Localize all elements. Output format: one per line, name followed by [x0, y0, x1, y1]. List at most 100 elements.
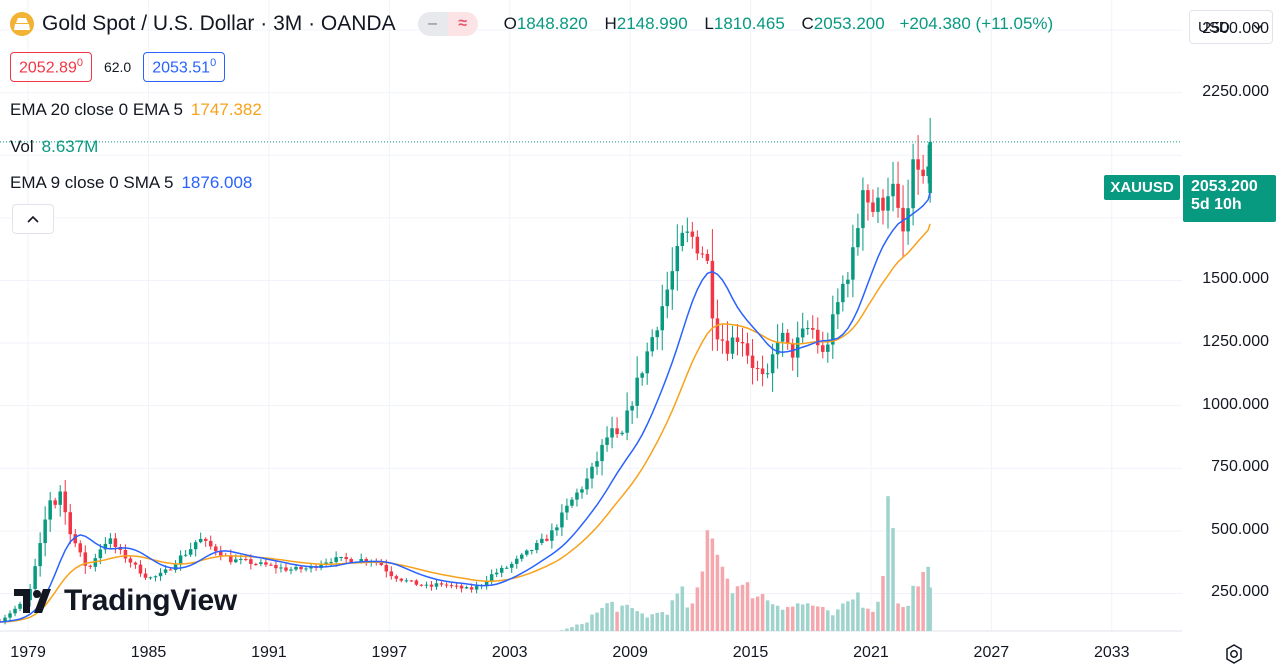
volume-bar — [670, 600, 675, 631]
gold-coin-icon — [10, 12, 34, 36]
candle-body — [755, 368, 760, 370]
sell-price: 2052.89 — [19, 59, 77, 77]
volume-bar — [605, 603, 609, 631]
time-tick-label: 2027 — [973, 644, 1010, 661]
logo-text: TradingView — [64, 584, 237, 617]
candle-body — [88, 565, 93, 567]
volume-bar — [805, 603, 810, 631]
candle-body — [173, 564, 178, 571]
price-tick-label: 500.000 — [1211, 520, 1269, 538]
volume-bar — [901, 607, 905, 631]
price-tick-label: 2500.000 — [1202, 20, 1269, 38]
candle-body — [53, 500, 57, 505]
settings-gear-icon[interactable] — [1223, 643, 1245, 665]
candle-body — [13, 608, 17, 614]
candle-body — [730, 337, 735, 354]
candle-body — [424, 584, 429, 586]
volume-bar — [695, 587, 700, 631]
chevron-down-icon — [1253, 24, 1263, 30]
open-value: 1848.820 — [516, 14, 588, 33]
volume-bars — [560, 496, 932, 631]
volume-bar — [861, 607, 865, 631]
price-candles — [0, 117, 932, 625]
volume-bar — [720, 566, 725, 631]
volume-bar — [710, 538, 715, 631]
candle-body — [264, 562, 268, 565]
volume-bar — [680, 586, 685, 631]
volume-bar — [856, 592, 860, 631]
indicator-volume[interactable]: Vol 8.637M — [10, 137, 98, 157]
candle-body — [33, 566, 37, 589]
symbol-title[interactable]: Gold Spot / U.S. Dollar · 3M · OANDA — [42, 12, 396, 35]
candle-body — [489, 574, 494, 581]
time-tick-label: 2003 — [491, 644, 528, 661]
volume-bar — [821, 607, 825, 631]
indicator-ema9[interactable]: EMA 9 close 0 SMA 5 1876.008 — [10, 173, 252, 193]
open-label: O — [503, 14, 517, 33]
data-delay-badge[interactable]: ≈ — [447, 12, 478, 36]
candle-body — [760, 368, 765, 375]
candle-body — [670, 271, 675, 290]
time-tick-label: 1991 — [251, 644, 287, 661]
candle-body — [525, 550, 529, 555]
last-price-value: 2053.200 — [1191, 178, 1258, 195]
time-tick-label: 2021 — [853, 644, 889, 661]
volume-bar — [760, 593, 765, 631]
candle-body — [545, 538, 549, 541]
candle-body — [414, 580, 419, 585]
candle-body — [816, 329, 820, 346]
price-tick-label: 1250.000 — [1202, 333, 1269, 351]
volume-bar — [816, 606, 820, 631]
candle-body — [590, 466, 594, 479]
market-status-badge[interactable]: – — [417, 12, 448, 36]
candle-body — [685, 231, 690, 233]
currency-select[interactable]: USD — [1189, 10, 1273, 44]
candle-body — [916, 159, 920, 170]
volume-bar — [745, 582, 750, 631]
volume-bar — [650, 614, 654, 631]
indicator-ema20[interactable]: EMA 20 close 0 EMA 5 1747.382 — [10, 100, 262, 120]
candle-body — [83, 552, 88, 566]
candle-body — [459, 585, 464, 589]
candle-body — [123, 549, 128, 559]
candle-body — [419, 584, 424, 586]
time-tick-label: 2015 — [732, 644, 769, 661]
time-tick-label: 1979 — [10, 644, 46, 661]
candle-body — [851, 247, 855, 280]
volume-bar — [836, 609, 840, 631]
candle-body — [645, 351, 649, 374]
volume-bar — [921, 571, 925, 631]
candle-body — [911, 159, 915, 209]
volume-bar — [765, 600, 770, 631]
candle-body — [821, 345, 825, 352]
candle-body — [429, 584, 434, 587]
change-value: +204.380 (+11.05%) — [899, 14, 1054, 33]
candle-body — [163, 569, 168, 573]
candle-body — [836, 302, 840, 315]
ema20-value: 1747.382 — [190, 100, 262, 119]
volume-bar — [790, 606, 795, 631]
candle-body — [700, 253, 705, 255]
candle-body — [655, 330, 659, 338]
price-tick-label: 750.000 — [1211, 458, 1269, 476]
candle-body — [580, 489, 584, 493]
candle-body — [675, 246, 680, 272]
tradingview-logo[interactable]: TradingView — [14, 584, 237, 618]
volume-bar — [585, 622, 589, 631]
volume-bar — [700, 571, 705, 631]
candle-body — [831, 314, 835, 345]
candle-body — [906, 208, 910, 232]
time-tick-label: 1985 — [130, 644, 167, 661]
candle-body — [881, 197, 885, 211]
volume-bar — [685, 607, 690, 631]
collapse-legend-button[interactable] — [12, 204, 54, 234]
sell-button[interactable]: 2052.890 — [10, 52, 92, 83]
candle-body — [203, 538, 208, 541]
ema-9-line — [0, 192, 931, 623]
candle-body — [826, 344, 830, 352]
candle-body — [550, 530, 554, 541]
volume-bar — [826, 610, 830, 631]
volume-bar — [595, 612, 599, 631]
buy-button[interactable]: 2053.510 — [143, 52, 226, 83]
